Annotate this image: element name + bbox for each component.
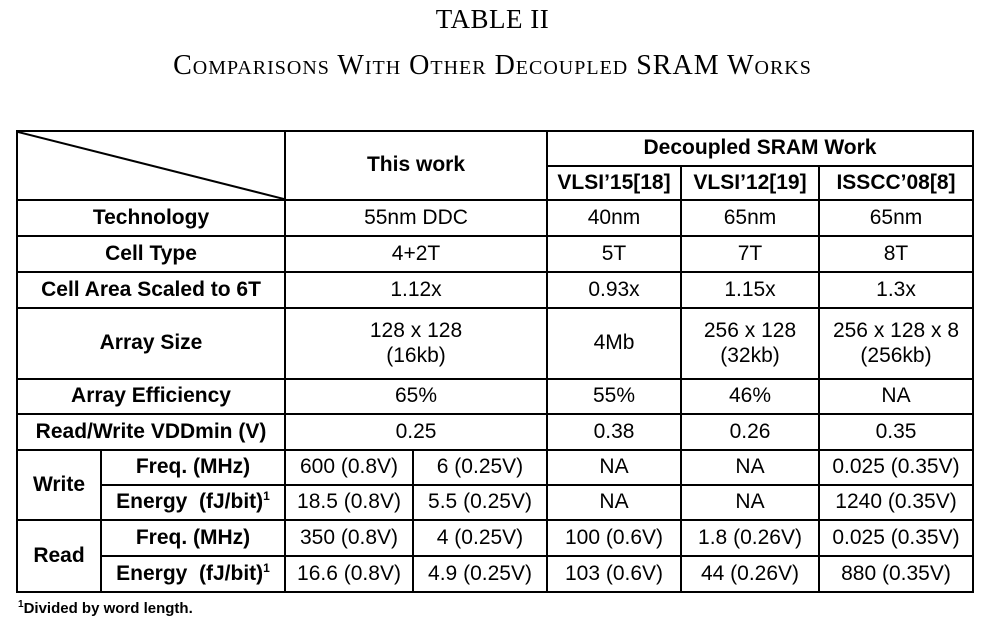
table-cell: 4Mb	[546, 307, 682, 380]
table-cell: 103 (0.6V)	[546, 555, 682, 593]
cell-line: 128 x 128	[369, 319, 463, 343]
table-cell: 1.8 (0.26V)	[680, 519, 820, 557]
table-cell: 55nm DDC	[284, 199, 548, 237]
table-cell: 7T	[680, 235, 820, 273]
row-label-vddmin: Read/Write VDDmin (V)	[16, 413, 286, 451]
table-cell: 0.025 (0.35V)	[818, 519, 974, 557]
table-row: Cell Area Scaled to 6T 1.12x 0.93x 1.15x…	[16, 271, 974, 309]
row-label-cell-type: Cell Type	[16, 235, 286, 273]
col-header-isscc08: ISSCC’08[8]	[818, 165, 974, 201]
table-cell: 256 x 128 x 8 (256kb)	[818, 307, 974, 380]
diagonal-line	[18, 132, 284, 199]
decoupled-group-header: Decoupled SRAM Work	[546, 130, 974, 167]
col-header-vlsi15: VLSI’15[18]	[546, 165, 682, 201]
table-cell: 4.9 (0.25V)	[412, 555, 548, 593]
table-cell: 55%	[546, 378, 682, 415]
table-cell: 65%	[284, 378, 548, 415]
row-label-read-freq: Freq. (MHz)	[100, 519, 286, 557]
table-cell: 1.3x	[818, 271, 974, 309]
table-row: Read Freq. (MHz) 350 (0.8V) 4 (0.25V) 10…	[16, 519, 974, 593]
table-cell: 18.5 (0.8V)	[284, 484, 414, 521]
row-label-read-energy: Energy (fJ/bit)1	[100, 555, 286, 593]
table-cell: NA	[546, 449, 682, 486]
table-row: Read/Write VDDmin (V) 0.25 0.38 0.26 0.3…	[16, 413, 974, 451]
comparison-table: This work Decoupled SRAM Work VLSI’15[18…	[16, 130, 974, 593]
energy-label: Energy (fJ/bit)	[116, 490, 264, 514]
table-subtitle: Comparisons With Other Decoupled SRAM Wo…	[173, 50, 812, 81]
table-cell: 1.15x	[680, 271, 820, 309]
table-cell: 350 (0.8V)	[284, 519, 414, 557]
row-label-technology: Technology	[16, 199, 286, 237]
table-row: Energy (fJ/bit)1 18.5 (0.8V) 5.5 (0.25V)…	[17, 484, 974, 521]
footnote-text: Divided by word length.	[23, 600, 193, 617]
table-cell: 1.12x	[284, 271, 548, 309]
corner-cell	[16, 130, 286, 201]
cell-line: (16kb)	[386, 343, 446, 367]
table-cell: 40nm	[546, 199, 682, 237]
table-cell: 16.6 (0.8V)	[284, 555, 414, 593]
row-label-cell-area: Cell Area Scaled to 6T	[16, 271, 286, 309]
cell-line: 256 x 128 x 8	[832, 319, 960, 343]
table-cell: 0.25	[284, 413, 548, 451]
table-cell: 880 (0.35V)	[818, 555, 974, 593]
footnote: 1Divided by word length.	[18, 599, 193, 617]
table-cell: 65nm	[818, 199, 974, 237]
table-row: Technology 55nm DDC 40nm 65nm 65nm	[16, 199, 974, 237]
row-label-array-efficiency: Array Efficiency	[16, 378, 286, 415]
cell-line: (32kb)	[720, 343, 780, 367]
table-cell: 128 x 128 (16kb)	[284, 307, 548, 380]
row-label-array-size: Array Size	[16, 307, 286, 380]
this-work-header: This work	[284, 130, 548, 201]
table-cell: 600 (0.8V)	[284, 449, 414, 486]
table-cell: 0.93x	[546, 271, 682, 309]
table-cell: 0.26	[680, 413, 820, 451]
cell-line: 256 x 128	[703, 319, 797, 343]
table-cell: 4+2T	[284, 235, 548, 273]
table-row: Cell Type 4+2T 5T 7T 8T	[16, 235, 974, 273]
table-cell: 65nm	[680, 199, 820, 237]
col-header-vlsi12: VLSI’12[19]	[680, 165, 820, 201]
table-cell: NA	[818, 378, 974, 415]
table-cell: 0.35	[818, 413, 974, 451]
table-cell: 0.38	[546, 413, 682, 451]
table-cell: 8T	[818, 235, 974, 273]
table-cell: 6 (0.25V)	[412, 449, 548, 486]
table-cell: 5T	[546, 235, 682, 273]
footnote-marker: 1	[263, 560, 270, 575]
cell-line: (256kb)	[860, 343, 932, 367]
table-cell: NA	[680, 449, 820, 486]
table-row: Array Size 128 x 128 (16kb) 4Mb 256 x 128…	[16, 307, 974, 380]
row-label-write-energy: Energy (fJ/bit)1	[100, 484, 286, 521]
table-cell: NA	[546, 484, 682, 521]
table-row: Write Freq. (MHz) 600 (0.8V) 6 (0.25V) N…	[16, 449, 974, 521]
table-cell: 1240 (0.35V)	[818, 484, 974, 521]
table-cell: 100 (0.6V)	[546, 519, 682, 557]
table-cell: 256 x 128 (32kb)	[680, 307, 820, 380]
table-cell: 0.025 (0.35V)	[818, 449, 974, 486]
table-cell: 4 (0.25V)	[412, 519, 548, 557]
table-cell: 44 (0.26V)	[680, 555, 820, 593]
row-label-write-freq: Freq. (MHz)	[100, 449, 286, 486]
table-cell: 5.5 (0.25V)	[412, 484, 548, 521]
table-title: TABLE II	[435, 4, 550, 34]
row-group-write: Write	[16, 449, 102, 521]
table-row: Array Efficiency 65% 55% 46% NA	[16, 378, 974, 415]
footnote-marker: 1	[263, 489, 270, 504]
table-cell: NA	[680, 484, 820, 521]
energy-label: Energy (fJ/bit)	[116, 561, 264, 585]
row-group-read: Read	[16, 519, 102, 593]
table-cell: 46%	[680, 378, 820, 415]
footnote-mark: 1	[18, 599, 24, 610]
table-row: Energy (fJ/bit)1 16.6 (0.8V) 4.9 (0.25V)…	[17, 555, 974, 593]
